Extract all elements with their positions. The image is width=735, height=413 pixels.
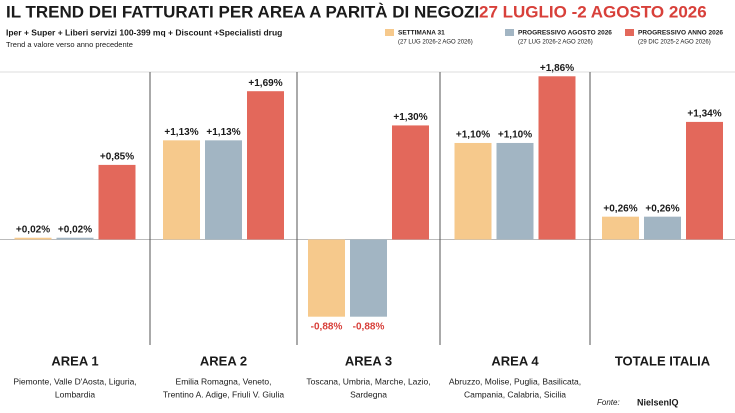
- subtitle: Iper + Super + Liberi servizi 100-399 mq…: [6, 27, 282, 37]
- category-label: AREA 4: [491, 353, 539, 368]
- bar: [98, 164, 136, 240]
- bar: [350, 239, 387, 317]
- chart-title-period: 27 LUGLIO -2 AGOSTO 2026: [479, 2, 707, 21]
- value-label: -0,88%: [311, 321, 343, 332]
- region-label: Campania, Calabria, Sicilia: [464, 389, 566, 399]
- value-label: +0,26%: [645, 203, 679, 214]
- source: NielsenIQ: [637, 397, 679, 407]
- value-label: +1,10%: [498, 130, 532, 141]
- legend-swatch: [625, 29, 634, 36]
- legend-swatch: [505, 29, 514, 36]
- legend-label: PROGRESSIVO AGOSTO 2026: [518, 30, 612, 37]
- bar: [496, 142, 534, 240]
- value-label: +0,02%: [16, 224, 50, 235]
- bar: [686, 121, 723, 240]
- bar: [454, 142, 492, 240]
- value-label: +1,10%: [456, 130, 490, 141]
- legend-label: SETTIMANA 31: [398, 30, 445, 37]
- legend-period: (27 LUG 2026-2 AGO 2026): [518, 40, 593, 46]
- category-label: AREA 3: [345, 353, 392, 368]
- value-label: +1,13%: [164, 127, 198, 138]
- legend-swatch: [385, 29, 394, 36]
- region-label: Toscana, Umbria, Marche, Lazio,: [306, 376, 430, 386]
- bar: [538, 76, 576, 240]
- region-label: Abruzzo, Molise, Puglia, Basilicata,: [449, 376, 581, 386]
- bar: [392, 125, 429, 240]
- value-label: +1,86%: [540, 63, 574, 74]
- legend-label: PROGRESSIVO ANNO 2026: [638, 30, 723, 37]
- category-label: TOTALE ITALIA: [615, 353, 711, 368]
- note: Trend a valore verso anno precedente: [6, 40, 133, 49]
- value-label: +0,26%: [603, 203, 637, 214]
- bar: [644, 216, 681, 240]
- region-label: Piemonte, Valle D'Aosta, Liguria,: [13, 376, 136, 386]
- region-label: Sardegna: [350, 389, 387, 399]
- category-label: AREA 2: [200, 353, 247, 368]
- value-label: +1,30%: [393, 112, 427, 123]
- source-label: Fonte:: [597, 398, 620, 407]
- legend-period: (27 LUG 2026-2 AGO 2026): [398, 40, 473, 46]
- legend-period: (29 DIC 2025-2 AGO 2026): [638, 40, 711, 46]
- region-label: Emilia Romagna, Veneto,: [176, 376, 272, 386]
- bar: [247, 91, 284, 240]
- region-label: Trentino A. Adige, Friuli V. Giulia: [163, 389, 285, 399]
- value-label: +0,85%: [100, 152, 134, 163]
- region-label: Lombardia: [55, 389, 95, 399]
- chart-title: IL TREND DEI FATTURATI PER AREA A PARITÀ…: [6, 2, 479, 21]
- bar: [205, 140, 242, 240]
- value-label: +1,34%: [687, 109, 721, 120]
- bar: [56, 237, 94, 240]
- bar: [163, 140, 200, 240]
- value-label: +1,69%: [248, 78, 282, 89]
- bar: [14, 237, 52, 240]
- value-label: +1,13%: [206, 127, 240, 138]
- category-label: AREA 1: [51, 353, 98, 368]
- value-label: -0,88%: [353, 321, 385, 332]
- bar: [602, 216, 639, 240]
- value-label: +0,02%: [58, 224, 92, 235]
- bar: [308, 239, 345, 317]
